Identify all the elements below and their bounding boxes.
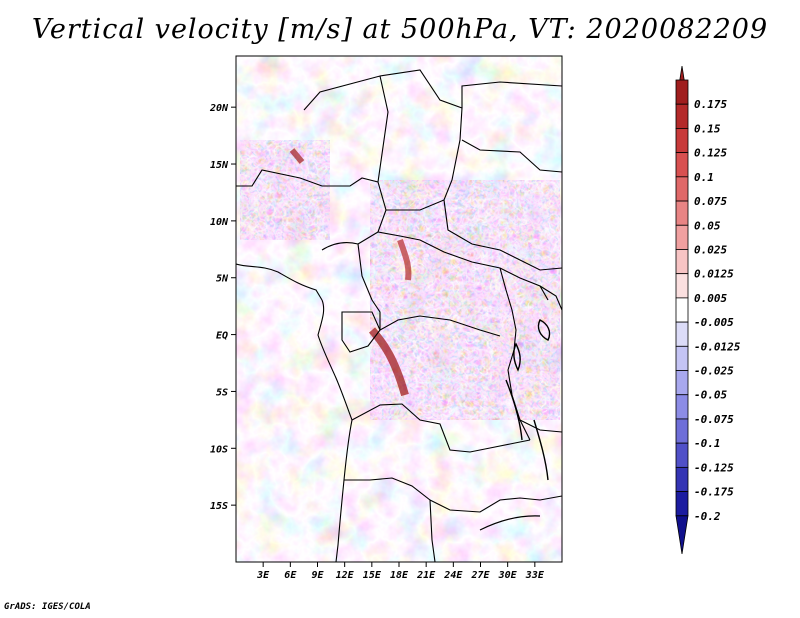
- colorbar-label: 0.05: [694, 219, 721, 232]
- colorbar-band: [675, 370, 689, 396]
- colorbar-band: [675, 152, 689, 178]
- colorbar-label: -0.175: [694, 486, 734, 499]
- colorbar-band: [675, 321, 689, 347]
- y-tick-label: 15N: [210, 160, 229, 171]
- x-axis: 3E 6E 9E 12E 15E 18E 21E 24E 27E 30E 33E: [256, 562, 545, 581]
- y-axis: 15S 10S 5S EQ 5N 10N 15N 20N: [209, 103, 236, 512]
- colorbar-label: -0.2: [694, 510, 721, 523]
- colorbar-band: [675, 79, 689, 105]
- colorbar-label: -0.0125: [694, 340, 741, 353]
- x-tick-label: 18E: [390, 570, 409, 581]
- colorbar-label: -0.005: [694, 316, 734, 329]
- y-tick-label: 20N: [209, 103, 229, 114]
- x-tick-label: 3E: [256, 570, 270, 581]
- colorbar-label: 0.1: [694, 171, 714, 184]
- colorbar-band: [675, 418, 689, 444]
- x-tick-label: 9E: [311, 570, 324, 581]
- colorbar-band: [675, 491, 689, 517]
- footer-credit: GrADS: IGES/COLA: [4, 602, 91, 612]
- x-tick-label: 21E: [416, 570, 436, 581]
- colorbar-band: [675, 224, 689, 250]
- colorbar-band: [675, 466, 689, 492]
- x-tick-label: 30E: [498, 570, 518, 581]
- y-tick-label: EQ: [216, 331, 228, 342]
- colorbar-band: [675, 297, 689, 323]
- colorbar-label: -0.1: [694, 437, 721, 450]
- x-tick-label: 33E: [525, 570, 545, 581]
- colorbar-band: [675, 442, 689, 468]
- colorbar-band: [675, 273, 689, 299]
- colorbar-label: -0.025: [694, 365, 734, 378]
- colorbar-band: [675, 394, 689, 420]
- chart-title: Vertical velocity [m/s] at 500hPa, VT: 2…: [31, 14, 769, 45]
- x-tick-label: 12E: [336, 570, 355, 581]
- x-tick-label: 15E: [363, 570, 382, 581]
- colorbar-band: [675, 103, 689, 129]
- colorbar-label: 0.0125: [694, 268, 734, 281]
- colorbar-band: [675, 515, 689, 555]
- colorbar-band: [675, 345, 689, 371]
- velocity-field: [236, 56, 562, 562]
- colorbar-band: [675, 176, 689, 202]
- x-tick-label: 24E: [443, 570, 463, 581]
- colorbar-label: 0.175: [694, 98, 727, 111]
- y-tick-label: 10S: [210, 444, 228, 455]
- colorbar-label: -0.075: [694, 413, 734, 426]
- colorbar-label: 0.125: [694, 147, 727, 160]
- colorbar-band: [675, 128, 689, 154]
- colorbar-label: 0.15: [694, 122, 721, 135]
- y-tick-label: 5S: [216, 387, 228, 398]
- x-tick-label: 27E: [470, 570, 490, 581]
- country-borders: [236, 69, 562, 562]
- colorbar-label: 0.025: [694, 243, 727, 256]
- colorbar-band: [675, 200, 689, 226]
- colorbar-band: [675, 249, 689, 275]
- y-tick-label: 5N: [216, 274, 229, 285]
- y-tick-label: 10N: [210, 217, 229, 228]
- colorbar-label: 0.005: [694, 292, 727, 305]
- colorbar: 0.175 0.15 0.125 0.1 0.075 0.05 0.025 0.0125 0.0…: [675, 65, 741, 555]
- y-tick-label: 15S: [210, 501, 228, 512]
- colorbar-label: -0.125: [694, 461, 734, 474]
- colorbar-label: -0.05: [694, 389, 727, 402]
- colorbar-label: 0.075: [694, 195, 727, 208]
- x-tick-label: 6E: [284, 570, 297, 581]
